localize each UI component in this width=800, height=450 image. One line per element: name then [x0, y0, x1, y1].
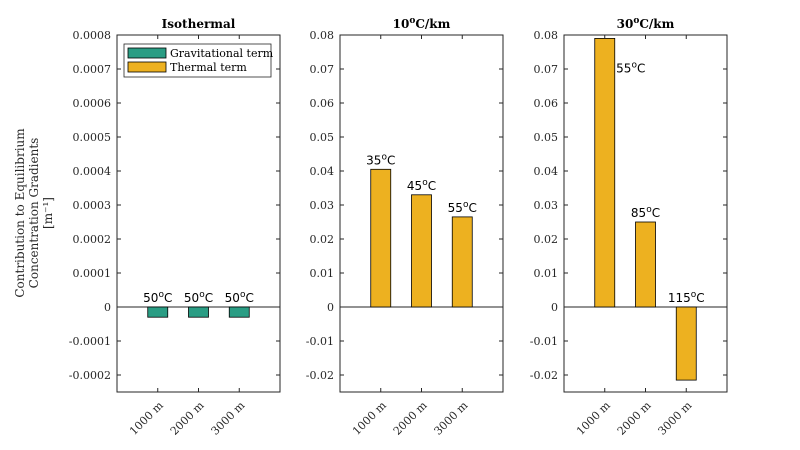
bar	[147, 306, 169, 318]
y-tick-label: 0.0007	[73, 63, 112, 76]
y-tick-label: 0.05	[534, 131, 559, 144]
y-tick-label: -0.02	[530, 369, 558, 382]
y-tick-label: 0.07	[310, 63, 335, 76]
bar	[635, 221, 656, 308]
bar-label: 85oC	[631, 205, 660, 220]
x-tick-label: 2000 m	[615, 399, 654, 438]
bar-label: 50oC	[225, 290, 254, 305]
y-tick-label: 0.0002	[73, 233, 112, 246]
bar-label: 35oC	[366, 152, 395, 167]
bar	[675, 306, 697, 381]
y-tick-label: 0	[327, 301, 334, 314]
bar-label: 55oC	[448, 200, 477, 215]
bar-label: 45oC	[407, 178, 436, 193]
y-tick-label: 0.0004	[73, 165, 112, 178]
y-tick-label: 0.01	[534, 267, 559, 280]
y-tick-label: 0.05	[310, 131, 335, 144]
bar-label: 50oC	[143, 290, 172, 305]
bar	[370, 168, 392, 308]
bar-label: 115oC	[668, 290, 705, 305]
x-tick-label: 1000 m	[127, 399, 166, 438]
y-tick-label: 0.08	[534, 29, 559, 42]
y-tick-label: -0.0001	[69, 335, 111, 348]
y-tick-label: -0.01	[530, 335, 558, 348]
y-tick-label: 0	[104, 301, 111, 314]
y-tick-label: 0.0005	[73, 131, 112, 144]
y-tick-label: 0.0006	[73, 97, 112, 110]
axes-box	[116, 34, 281, 393]
panel-title: Isothermal	[162, 17, 236, 31]
legend-label: Thermal term	[170, 61, 247, 74]
y-tick-label: 0.0003	[73, 199, 112, 212]
bar	[594, 38, 616, 308]
x-tick-label: 1000 m	[574, 399, 613, 438]
bar-label: 50oC	[184, 290, 213, 305]
x-tick-label: 1000 m	[350, 399, 389, 438]
y-tick-label: 0.06	[310, 97, 335, 110]
bar	[228, 306, 250, 318]
y-tick-label: 0.01	[310, 267, 335, 280]
y-tick-label: 0.02	[534, 233, 559, 246]
x-tick-label: 3000 m	[432, 399, 471, 438]
y-tick-label: 0.0008	[73, 29, 112, 42]
panel-title: 10oC/km	[393, 16, 451, 31]
y-tick-label: 0.08	[310, 29, 335, 42]
y-tick-label: -0.02	[306, 369, 334, 382]
x-tick-label: 3000 m	[656, 399, 695, 438]
x-tick-label: 3000 m	[209, 399, 248, 438]
y-axis-label: Contribution to EquilibriumConcentration…	[13, 128, 55, 298]
panel-3: 30oC/km 55oC 85oC 115oC -0.02 -0.01 0 0.01 0.02 0…	[530, 16, 728, 438]
bar	[188, 306, 209, 318]
y-tick-label: 0.04	[534, 165, 559, 178]
y-tick-label: 0.03	[534, 199, 559, 212]
y-tick-label: 0.07	[534, 63, 559, 76]
y-tick-label: 0.06	[534, 97, 559, 110]
legend-swatch	[127, 47, 167, 59]
panel-1: Isothermal 50oC 50oC 50oC -0.0002 -0.0001 0 0.0…	[13, 17, 281, 438]
bar	[411, 194, 432, 308]
y-tick-label: 0.0001	[73, 267, 112, 280]
panel-title: 30oC/km	[617, 16, 675, 31]
y-tick-label: -0.01	[306, 335, 334, 348]
y-tick-label: 0.02	[310, 233, 335, 246]
x-tick-label: 2000 m	[168, 399, 207, 438]
y-tick-label: 0.03	[310, 199, 335, 212]
panel-2: 10oC/km 35oC 45oC 55oC -0.02 -0.01 0 0.01 0.02 0.…	[306, 16, 504, 438]
y-tick-label: 0.04	[310, 165, 335, 178]
bar	[451, 216, 473, 308]
legend-label: Gravitational term	[170, 47, 274, 60]
y-tick-label: -0.0002	[69, 369, 111, 382]
bar-label: 55oC	[616, 60, 645, 75]
legend-swatch	[127, 61, 167, 73]
y-tick-label: 0	[551, 301, 558, 314]
x-tick-label: 2000 m	[391, 399, 430, 438]
